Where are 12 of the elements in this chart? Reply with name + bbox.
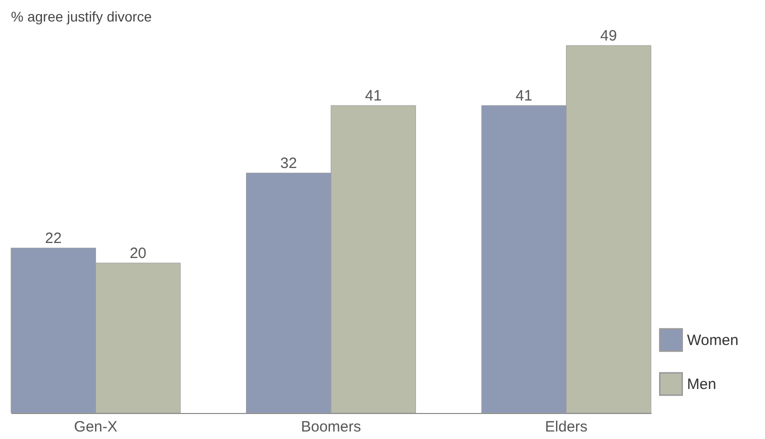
data-label: 49 [600,28,617,44]
legend-label: Men [687,376,716,393]
x-tick-label: Gen-X [74,418,118,436]
x-tick-label: Elders [545,418,588,436]
data-label: 32 [280,155,297,172]
chart-title: % agree justify divorce [11,8,152,24]
data-label: 41 [516,88,532,104]
data-label: 20 [130,245,146,262]
data-label: 22 [45,230,62,247]
x-tick-label: Boomers [300,418,362,436]
data-label: 41 [365,88,382,104]
legend-label: Women [687,332,738,349]
